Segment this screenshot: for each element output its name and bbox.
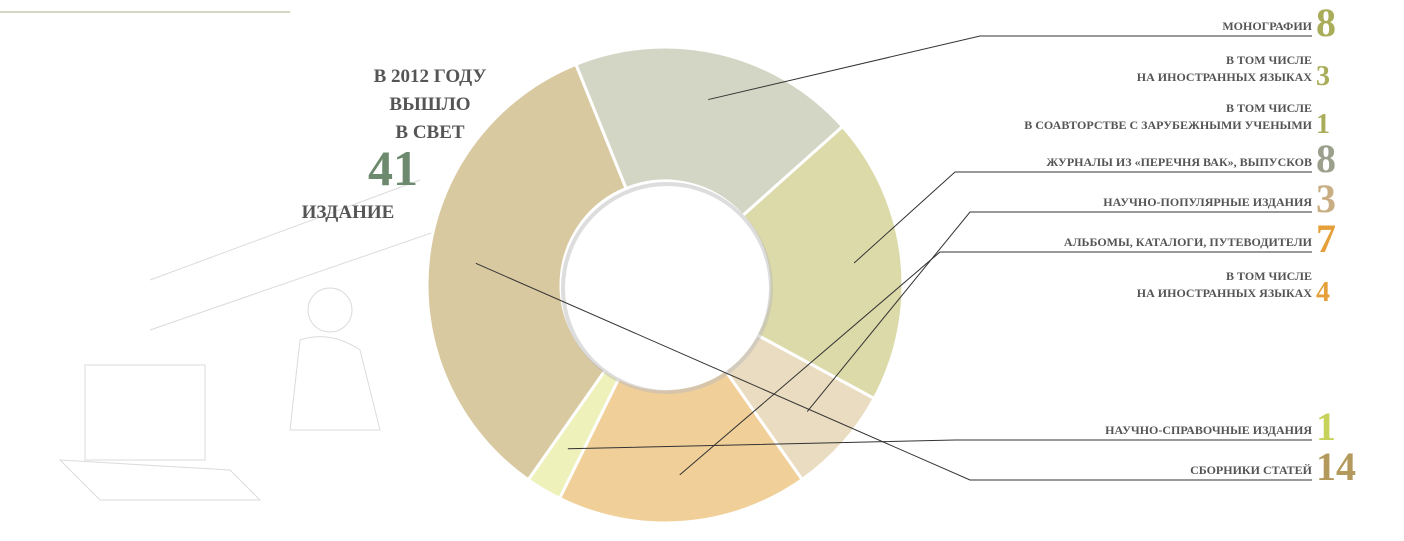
category-value: 1 — [1316, 404, 1336, 449]
sub-value: 4 — [1316, 277, 1330, 308]
category-label: СБОРНИКИ СТАТЕЙ — [1190, 463, 1313, 477]
category-label: НАУЧНО-СПРАВОЧНЫЕ ИЗДАНИЯ — [1105, 423, 1312, 437]
total-label: ИЗДАНИЕ — [302, 202, 395, 223]
sub-label: НА ИНОСТРАННЫХ ЯЗЫКАХ — [1137, 70, 1313, 84]
headline: ВЫШЛО — [389, 94, 470, 115]
headline: В 2012 ГОДУ — [374, 66, 487, 87]
sub-label: В ТОМ ЧИСЛЕ — [1226, 269, 1312, 283]
category-value: 8 — [1316, 136, 1336, 181]
category-label: АЛЬБОМЫ, КАТАЛОГИ, ПУТЕВОДИТЕЛИ — [1064, 235, 1313, 249]
sub-label: НА ИНОСТРАННЫХ ЯЗЫКАХ — [1137, 286, 1313, 300]
sub-label: В СОАВТОРСТВЕ С ЗАРУБЕЖНЫМИ УЧЕНЫМИ — [1024, 118, 1312, 132]
category-label: МОНОГРАФИИ — [1222, 19, 1312, 33]
donut-hole-shadow — [563, 184, 771, 392]
infographic: В 2012 ГОДУВЫШЛОВ СВЕТ41ИЗДАНИЕМОНОГРАФИ… — [0, 0, 1404, 541]
category-value: 14 — [1316, 444, 1356, 489]
category-label: НАУЧНО-ПОПУЛЯРНЫЕ ИЗДАНИЯ — [1103, 195, 1312, 209]
category-label: ЖУРНАЛЫ ИЗ «ПЕРЕЧНЯ ВАК», ВЫПУСКОВ — [1046, 155, 1312, 169]
sub-label: В ТОМ ЧИСЛЕ — [1226, 53, 1312, 67]
background-sketch — [60, 180, 440, 500]
sub-value: 3 — [1316, 61, 1330, 92]
total-number: 41 — [368, 140, 418, 196]
category-value: 8 — [1316, 0, 1336, 45]
sub-label: В ТОМ ЧИСЛЕ — [1226, 101, 1312, 115]
leader-line — [854, 172, 1312, 263]
category-value: 3 — [1316, 176, 1336, 221]
category-value: 7 — [1316, 216, 1336, 261]
